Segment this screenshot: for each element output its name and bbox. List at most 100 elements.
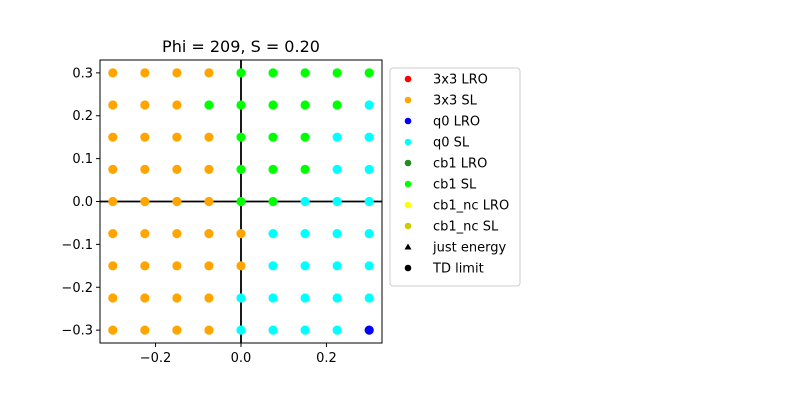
data-point [332, 261, 342, 271]
legend-marker [404, 117, 412, 125]
legend-label: cb1 LRO [433, 157, 487, 172]
data-point [236, 100, 246, 110]
data-point [236, 196, 246, 207]
data-point [204, 132, 214, 142]
data-point [140, 68, 150, 78]
data-point [268, 196, 278, 207]
y-tick-label: 0.2 [72, 109, 93, 124]
data-point [300, 325, 310, 335]
legend-label: cb1_nc LRO [433, 199, 509, 214]
data-point [364, 325, 374, 335]
chart-title: Phi = 209, S = 0.20 [162, 37, 320, 56]
x-tick-label: 0.2 [316, 351, 337, 366]
data-point [268, 229, 278, 239]
data-point [140, 293, 150, 303]
data-point [268, 132, 278, 142]
data-point [140, 164, 150, 174]
data-point [268, 100, 278, 110]
legend-label: 3x3 LRO [433, 73, 488, 88]
data-point [108, 164, 118, 174]
data-point [268, 68, 278, 78]
legend-marker [404, 138, 412, 146]
data-point [204, 164, 214, 174]
data-point [108, 100, 118, 110]
data-point [332, 68, 342, 78]
x-tick-label: 0.0 [231, 351, 252, 366]
data-point [332, 132, 342, 142]
data-point [268, 261, 278, 271]
legend-label: cb1_nc SL [433, 220, 499, 235]
data-point [204, 100, 214, 110]
data-point [364, 164, 374, 174]
data-point [236, 132, 246, 142]
data-point [236, 261, 246, 271]
data-point [332, 100, 342, 110]
legend-frame [389, 67, 521, 287]
data-point [300, 229, 310, 239]
data-point [172, 132, 182, 142]
legend: 3x3 LRO 3x3 SL q0 LRO q0 SL cb1 LRO cb1 SL cb1… [389, 67, 521, 287]
data-point [140, 100, 150, 110]
legend-label: TD limit [432, 262, 484, 277]
x-tick-label: −0.2 [140, 351, 172, 366]
data-point [300, 196, 310, 207]
data-point [300, 68, 310, 78]
legend-marker [404, 201, 412, 209]
data-point [268, 293, 278, 303]
legend-marker [404, 180, 412, 188]
data-point [364, 196, 374, 207]
data-point [108, 229, 118, 239]
data-point [172, 196, 182, 207]
data-point [268, 164, 278, 174]
data-point [364, 100, 374, 110]
y-tick-label: −0.3 [61, 324, 93, 339]
legend-marker [404, 222, 412, 230]
data-point [332, 196, 342, 207]
data-point [172, 164, 182, 174]
data-point [236, 164, 246, 174]
data-point [172, 100, 182, 110]
y-tick-label: 0.3 [72, 66, 93, 81]
legend-marker [404, 159, 412, 167]
data-point [300, 293, 310, 303]
data-point [108, 261, 118, 271]
legend-label: just energy [432, 241, 506, 256]
data-point [236, 325, 246, 335]
data-point [140, 229, 150, 239]
data-point [364, 132, 374, 142]
data-point [108, 293, 118, 303]
data-point [172, 68, 182, 78]
data-point [364, 261, 374, 271]
legend-marker [404, 243, 412, 250]
legend-label: q0 LRO [433, 115, 480, 130]
data-point [172, 261, 182, 271]
data-point [300, 100, 310, 110]
data-point [172, 229, 182, 239]
data-point [204, 68, 214, 78]
plot-area: −0.2 0.0 0.2 −0.3 −0.2 −0.1 0.0 0.1 0.2 0.3 [61, 59, 383, 366]
data-point [204, 196, 214, 207]
y-tick-label: −0.2 [61, 281, 93, 296]
data-point [236, 293, 246, 303]
data-point [300, 132, 310, 142]
data-point [108, 196, 118, 207]
data-point [204, 325, 214, 335]
data-point [204, 229, 214, 239]
data-point [364, 293, 374, 303]
data-point [300, 164, 310, 174]
data-point [204, 293, 214, 303]
data-point [332, 293, 342, 303]
data-point [204, 261, 214, 271]
data-point [108, 132, 118, 142]
legend-label: q0 SL [433, 136, 470, 151]
data-point [172, 293, 182, 303]
legend-label: 3x3 SL [433, 94, 478, 109]
data-point [236, 229, 246, 239]
data-point [332, 164, 342, 174]
data-point [172, 325, 182, 335]
data-point [364, 229, 374, 239]
data-point [332, 325, 342, 335]
data-point [108, 325, 118, 335]
data-point [108, 68, 118, 78]
